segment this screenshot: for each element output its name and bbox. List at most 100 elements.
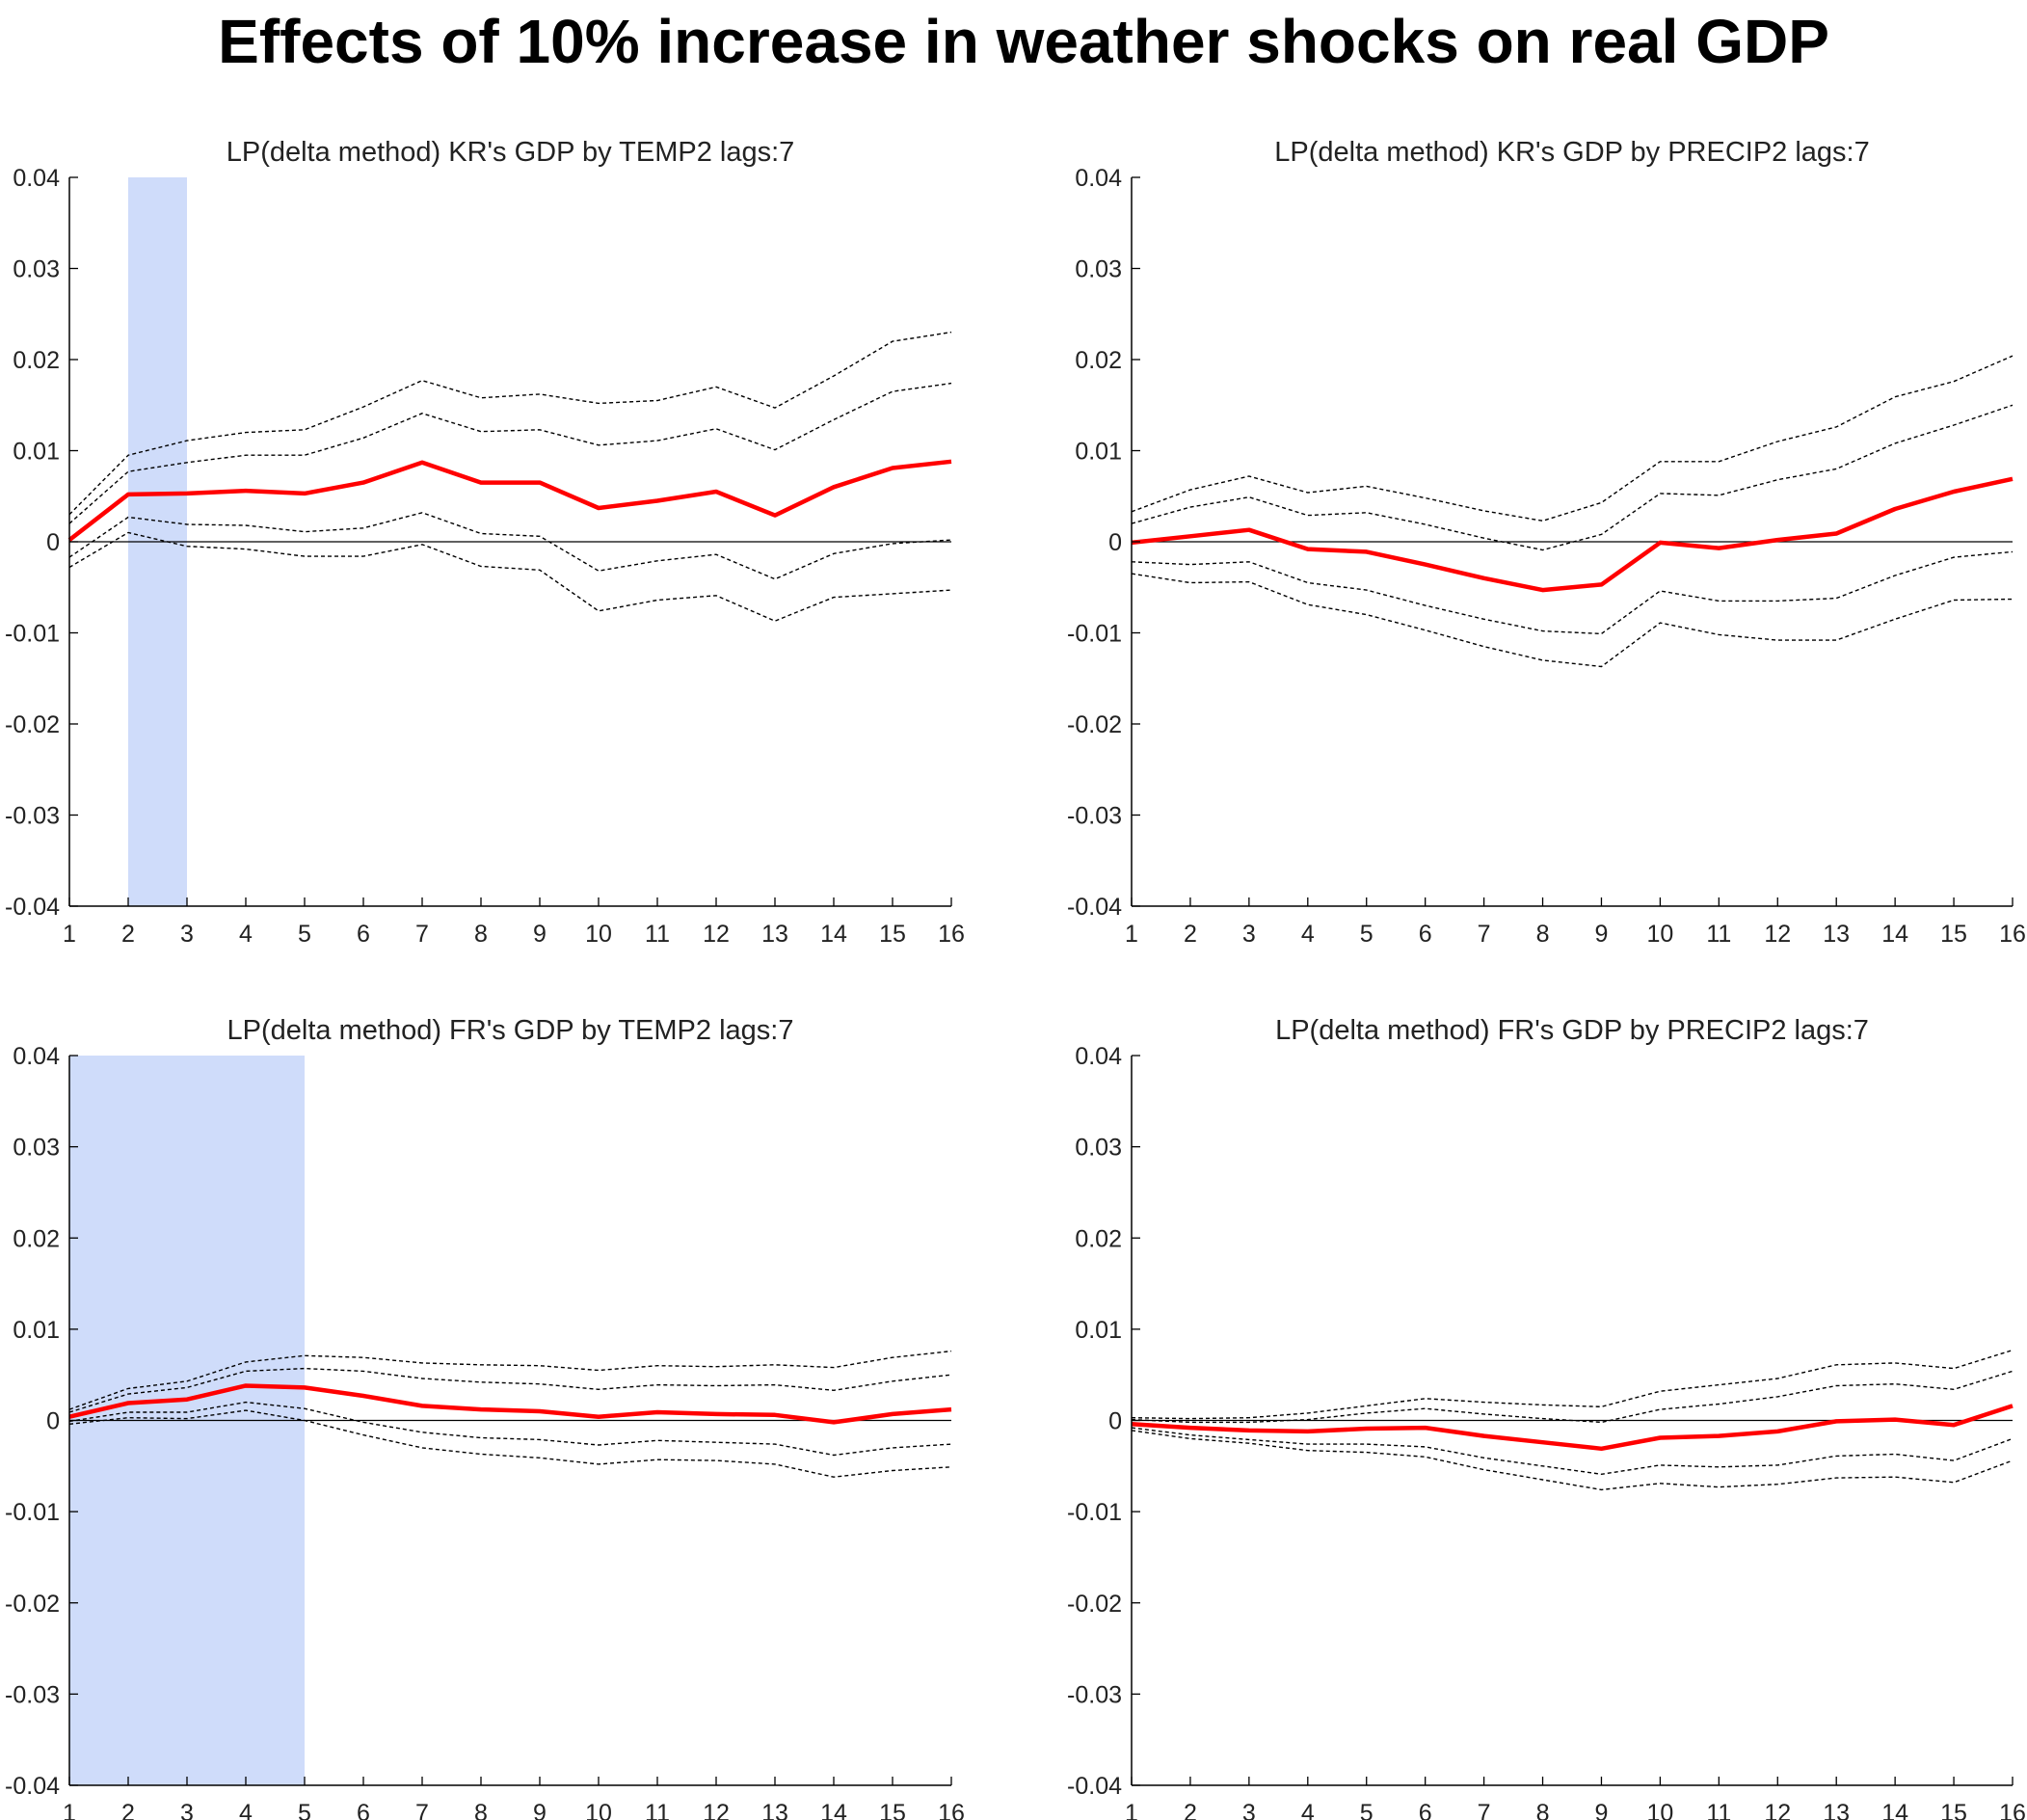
x-tick-label: 13 [1823, 921, 1850, 948]
x-tick-label: 1 [1125, 921, 1138, 948]
y-tick-label: -0.02 [5, 1591, 60, 1618]
x-tick-label: 8 [1536, 1800, 1550, 1820]
y-tick-label: -0.01 [5, 621, 60, 648]
confidence-band-4 [68, 531, 952, 622]
x-tick-label: 15 [879, 1800, 906, 1820]
x-tick-label: 13 [761, 921, 788, 948]
confidence-band-1 [1131, 1349, 2014, 1420]
x-tick-label: 11 [1706, 921, 1731, 948]
x-tick-label: 16 [1999, 921, 2026, 948]
x-tick-label: 12 [703, 921, 730, 948]
y-tick-label: 0.03 [13, 1135, 60, 1162]
x-tick-label: 10 [1646, 921, 1673, 948]
confidence-band-1 [1131, 355, 2014, 522]
confidence-band-1 [68, 331, 952, 516]
impulse-response-line [1131, 476, 2014, 593]
x-tick-label: 1 [1125, 1800, 1138, 1820]
y-tick-label: -0.01 [5, 1499, 60, 1526]
x-tick-label: 4 [239, 1800, 253, 1820]
confidence-band-4 [68, 1409, 952, 1478]
confidence-band-3 [68, 1401, 952, 1457]
x-tick-label: 16 [938, 1800, 965, 1820]
x-tick-label: 4 [239, 921, 253, 948]
x-tick-label: 10 [585, 921, 612, 948]
x-tick-label: 11 [645, 921, 670, 948]
x-tick-label: 2 [1184, 1800, 1197, 1820]
y-tick-label: -0.01 [1067, 1499, 1122, 1526]
x-tick-label: 13 [761, 1800, 788, 1820]
x-tick-label: 3 [180, 1800, 194, 1820]
y-tick-label: -0.04 [1067, 1773, 1122, 1800]
confidence-band-4 [1131, 573, 2014, 668]
y-tick-label: 0.02 [1075, 1225, 1122, 1252]
x-tick-label: 13 [1823, 1800, 1850, 1820]
confidence-band-3 [1131, 1427, 2014, 1476]
y-tick-label: 0.01 [13, 1317, 60, 1344]
subplot-title: LP(delta method) FR's GDP by TEMP2 lags:… [227, 1015, 794, 1046]
confidence-band-3 [68, 512, 952, 580]
x-tick-label: 5 [298, 1800, 311, 1820]
x-tick-label: 12 [1764, 1800, 1791, 1820]
x-tick-label: 15 [1940, 1800, 1967, 1820]
impulse-response-line [68, 1383, 952, 1425]
confidence-band-2 [1131, 404, 2014, 551]
x-tick-label: 12 [703, 1800, 730, 1820]
confidence-band-2 [1131, 1370, 2014, 1424]
y-tick-label: 0 [1108, 1408, 1122, 1435]
y-tick-label: -0.04 [5, 1773, 60, 1800]
x-tick-label: 10 [1646, 1800, 1673, 1820]
x-tick-label: 3 [1242, 921, 1256, 948]
impulse-response-line [1131, 1404, 2014, 1452]
confidence-band-2 [68, 1367, 952, 1413]
y-tick-label: 0 [1108, 529, 1122, 556]
y-tick-label: 0.02 [13, 347, 60, 374]
x-tick-label: 6 [357, 1800, 370, 1820]
subplot-title: LP(delta method) KR's GDP by PRECIP2 lag… [1274, 137, 1870, 168]
x-tick-label: 2 [121, 1800, 135, 1820]
x-tick-label: 9 [1595, 1800, 1609, 1820]
y-tick-label: -0.02 [1067, 711, 1122, 738]
x-tick-label: 14 [820, 1800, 847, 1820]
x-tick-label: 9 [533, 1800, 547, 1820]
y-tick-label: -0.01 [1067, 621, 1122, 648]
y-tick-label: 0.02 [1075, 347, 1122, 374]
y-tick-label: -0.04 [5, 894, 60, 921]
x-tick-label: 4 [1301, 1800, 1315, 1820]
y-tick-label: -0.02 [1067, 1591, 1122, 1618]
x-tick-label: 4 [1301, 921, 1315, 948]
x-tick-label: 6 [1419, 1800, 1432, 1820]
x-tick-label: 5 [298, 921, 311, 948]
x-tick-label: 11 [1706, 1800, 1731, 1820]
x-tick-label: 7 [415, 1800, 429, 1820]
x-tick-label: 6 [1419, 921, 1432, 948]
subplot-title: LP(delta method) FR's GDP by PRECIP2 lag… [1275, 1015, 1869, 1046]
figure-title: Effects of 10% increase in weather shock… [218, 7, 1829, 76]
x-tick-label: 6 [357, 921, 370, 948]
y-tick-label: 0 [46, 1408, 60, 1435]
impulse-response-line [67, 459, 952, 542]
y-tick-label: 0.02 [13, 1225, 60, 1252]
x-tick-label: 1 [63, 1800, 76, 1820]
y-tick-label: 0.01 [13, 439, 60, 466]
x-tick-label: 8 [474, 1800, 488, 1820]
x-tick-label: 8 [1536, 921, 1550, 948]
x-tick-label: 1 [63, 921, 76, 948]
x-tick-label: 11 [645, 1800, 670, 1820]
x-tick-label: 16 [938, 921, 965, 948]
y-tick-label: 0.01 [1075, 1317, 1122, 1344]
y-tick-label: 0.04 [13, 1043, 60, 1070]
x-tick-label: 7 [1478, 1800, 1491, 1820]
confidence-band-1 [68, 1350, 952, 1410]
y-tick-label: 0.03 [13, 256, 60, 283]
x-tick-label: 14 [1881, 1800, 1908, 1820]
x-tick-label: 3 [1242, 1800, 1256, 1820]
y-tick-label: 0.03 [1075, 1135, 1122, 1162]
x-tick-label: 7 [415, 921, 429, 948]
x-tick-label: 14 [1881, 921, 1908, 948]
x-tick-label: 10 [585, 1800, 612, 1820]
y-tick-label: -0.03 [5, 1681, 60, 1708]
